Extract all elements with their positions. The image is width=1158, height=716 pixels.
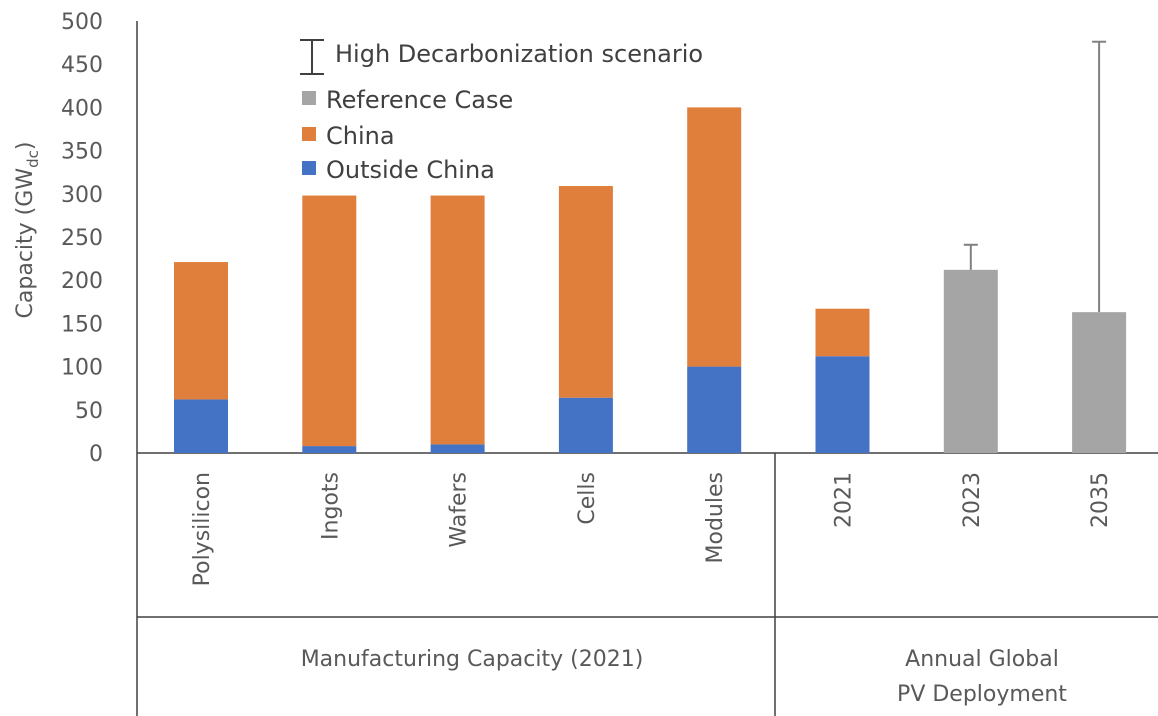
bar-reference-case-2035 xyxy=(1072,312,1127,453)
y-tick-label: 400 xyxy=(61,96,103,121)
bar-china-modules xyxy=(687,107,742,367)
y-tick-label: 50 xyxy=(75,399,103,424)
y-tick-label: 100 xyxy=(61,356,103,381)
group-label: Annual Global xyxy=(905,647,1059,672)
y-axis-title-close: ) xyxy=(13,142,38,151)
category-label: Cells xyxy=(575,472,600,525)
legend-swatch xyxy=(302,127,316,141)
bar-outside-china-wafers xyxy=(430,444,485,453)
bar-china-polysilicon xyxy=(174,262,228,400)
bar-outside-china-polysilicon xyxy=(174,399,228,453)
bar-reference-case-2023 xyxy=(943,269,998,453)
category-label: Wafers xyxy=(447,472,472,548)
bar-china-wafers xyxy=(430,195,485,445)
bar-china-ingots xyxy=(302,195,357,447)
y-axis-title: Capacity (GWdc) xyxy=(13,142,42,319)
legend: High Decarbonization scenario Reference C… xyxy=(300,39,703,184)
legend-label: China xyxy=(326,122,395,150)
bar-outside-china-2021 xyxy=(815,356,870,453)
y-axis-title-subscript: dc xyxy=(24,150,42,168)
y-tick-label: 250 xyxy=(61,226,103,251)
category-label: Modules xyxy=(703,472,728,563)
category-label: 2023 xyxy=(960,472,985,528)
group-labels: Manufacturing Capacity (2021) Annual Glob… xyxy=(301,647,1068,707)
group-label: Manufacturing Capacity (2021) xyxy=(301,647,644,672)
bar-outside-china-modules xyxy=(687,366,742,453)
category-label: 2021 xyxy=(832,472,857,528)
category-labels: Polysilicon Ingots Wafers Cells Modules 2021 2… xyxy=(190,472,1113,586)
y-tick-labels: 0 50 100 150 200 250 300 350 400 450 500 xyxy=(61,10,103,467)
category-label: Ingots xyxy=(318,472,343,540)
y-tick-label: 150 xyxy=(61,312,103,337)
y-tick-label: 450 xyxy=(61,53,103,78)
bar-china-cells xyxy=(558,186,613,398)
legend-label: Outside China xyxy=(326,156,495,184)
legend-swatch xyxy=(302,91,316,105)
category-label: 2035 xyxy=(1088,472,1113,528)
legend-label: High Decarbonization scenario xyxy=(335,40,703,68)
legend-swatch xyxy=(302,161,316,175)
y-tick-label: 350 xyxy=(61,140,103,165)
group-label: PV Deployment xyxy=(897,682,1067,707)
y-tick-label: 300 xyxy=(61,183,103,208)
bars xyxy=(174,107,1127,453)
error-bars xyxy=(963,40,1107,313)
bar-outside-china-cells xyxy=(558,397,613,453)
y-tick-label: 200 xyxy=(61,269,103,294)
y-axis-title-main: Capacity (GW xyxy=(13,168,38,319)
bar-outside-china-ingots xyxy=(302,446,357,453)
axes xyxy=(136,21,1158,716)
category-label: Polysilicon xyxy=(190,472,215,586)
y-tick-label: 0 xyxy=(89,442,103,467)
bar-china-2021 xyxy=(815,308,870,357)
legend-label: Reference Case xyxy=(326,86,513,114)
y-tick-label: 500 xyxy=(61,10,103,35)
